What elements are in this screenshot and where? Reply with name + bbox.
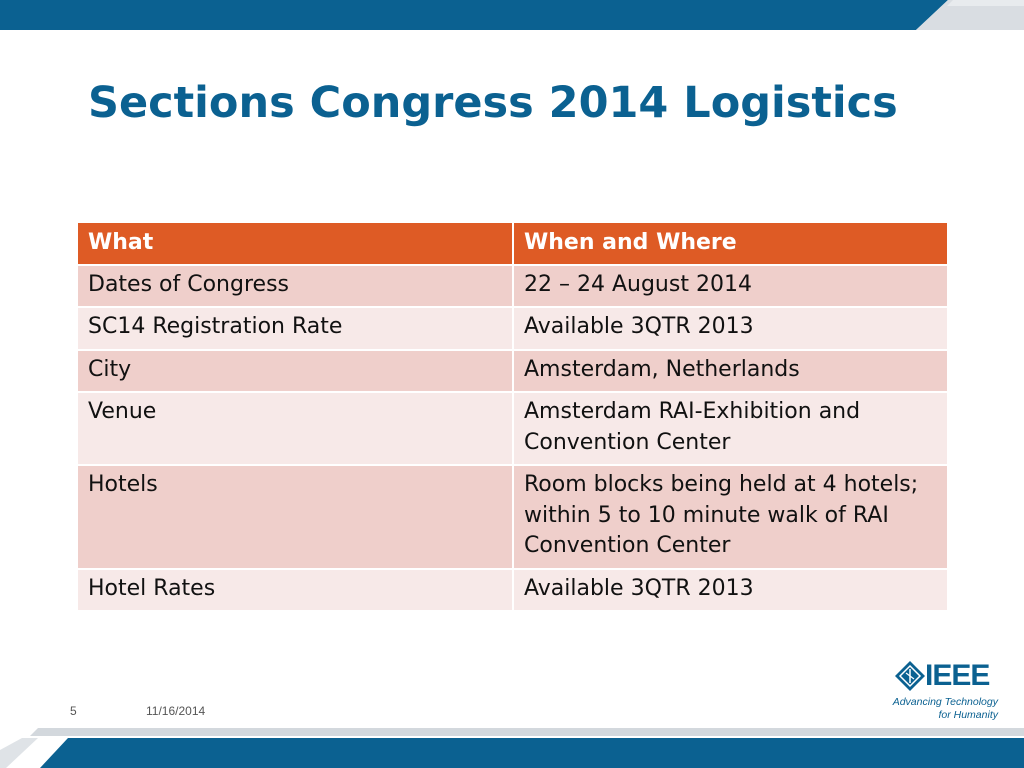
table-header-row: What When and Where (76, 221, 949, 266)
table-cell-what: Hotel Rates (76, 567, 514, 612)
table-cell-when-where: Available 3QTR 2013 (512, 567, 949, 612)
table-cell-when-where: Amsterdam RAI-Exhibition and Convention … (512, 391, 949, 466)
column-header-what: What (76, 221, 514, 266)
table-row: Hotels Room blocks being held at 4 hotel… (76, 464, 949, 570)
logo-tagline-line2: for Humanity (938, 709, 998, 721)
ieee-logo: IEEE Advancing Technology for Humanity (892, 658, 1002, 724)
table-cell-when-where: Amsterdam, Netherlands (512, 348, 949, 393)
logo-tagline-line1: Advancing Technology (892, 696, 998, 708)
table-cell-when-where: 22 – 24 August 2014 (512, 263, 949, 308)
table-row: Venue Amsterdam RAI-Exhibition and Conve… (76, 391, 949, 466)
ieee-diamond-icon (895, 661, 925, 691)
slide-page-number: 5 (70, 704, 77, 718)
table-cell-when-where: Available 3QTR 2013 (512, 306, 949, 351)
slide-title: Sections Congress 2014 Logistics (88, 78, 898, 128)
table-row: Dates of Congress 22 – 24 August 2014 (76, 263, 949, 308)
table-row: City Amsterdam, Netherlands (76, 348, 949, 393)
table-row: SC14 Registration Rate Available 3QTR 20… (76, 306, 949, 351)
column-header-when-and-where: When and Where (512, 221, 949, 266)
top-decorative-band (0, 0, 1024, 30)
table-row: Hotel Rates Available 3QTR 2013 (76, 567, 949, 612)
bottom-decorative-band (0, 728, 1024, 768)
table-cell-what: Venue (76, 391, 514, 466)
table-cell-what: Dates of Congress (76, 263, 514, 308)
logistics-table: What When and Where Dates of Congress 22… (76, 221, 949, 612)
table-cell-when-where: Room blocks being held at 4 hotels; with… (512, 464, 949, 570)
table-cell-what: Hotels (76, 464, 514, 570)
slide-date: 11/16/2014 (146, 704, 206, 718)
table-cell-what: SC14 Registration Rate (76, 306, 514, 351)
table-cell-what: City (76, 348, 514, 393)
ieee-wordmark: IEEE (925, 659, 990, 692)
